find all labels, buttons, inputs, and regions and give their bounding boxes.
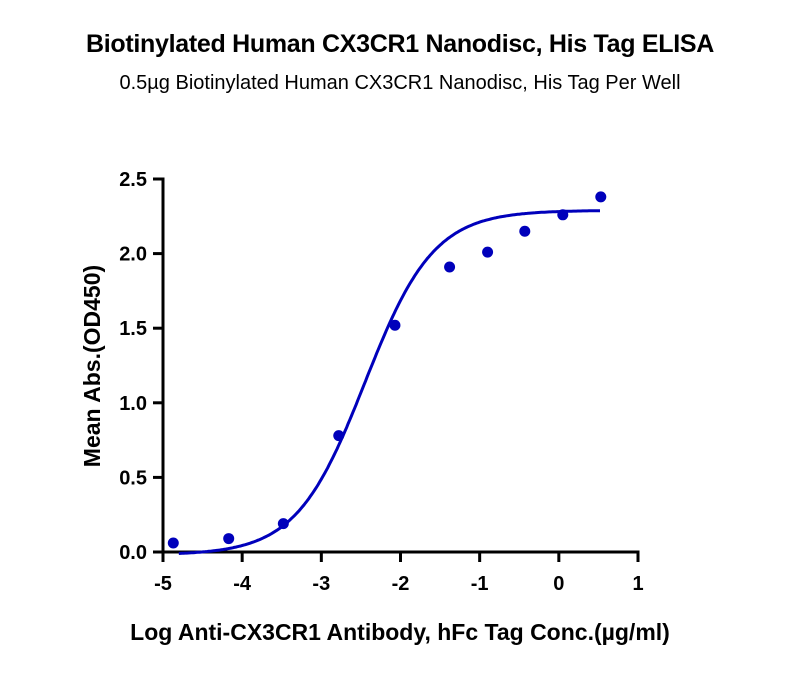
data-point <box>333 430 345 442</box>
x-axis-label: Log Anti-CX3CR1 Antibody, hFc Tag Conc.(… <box>130 619 670 645</box>
x-tick-label: -2 <box>392 573 410 595</box>
data-point <box>595 191 607 203</box>
axes: 0.0 0.5 1.0 1.5 2.0 2.5 -5 -4 -3 -2 -1 0 1 <box>119 169 643 595</box>
fit-curve <box>178 209 600 555</box>
x-tick-label: -3 <box>312 573 330 595</box>
data-point <box>277 518 289 530</box>
y-tick-label: 2.0 <box>119 244 147 266</box>
data-point <box>557 209 569 221</box>
y-tick-label: 1.0 <box>119 393 147 415</box>
x-tick-label: 0 <box>553 573 564 595</box>
x-tick-label: -5 <box>154 573 172 595</box>
data-point <box>389 319 401 331</box>
chart-title: Biotinylated Human CX3CR1 Nanodisc, His … <box>85 30 714 58</box>
y-tick-label: 0.0 <box>119 542 147 564</box>
data-point <box>167 537 179 549</box>
y-tick-label: 2.5 <box>119 169 147 191</box>
x-tick-label: -4 <box>233 573 252 595</box>
data-point <box>444 261 456 273</box>
data-point <box>519 225 531 237</box>
y-tick-label: 1.5 <box>119 318 147 340</box>
data-point <box>223 533 235 545</box>
chart-subtitle: 0.5µg Biotinylated Human CX3CR1 Nanodisc… <box>119 72 681 94</box>
x-tick-label: -1 <box>471 573 489 595</box>
y-tick-label: 0.5 <box>119 467 147 489</box>
x-tick-label: 1 <box>632 573 643 595</box>
y-axis-label: Mean Abs.(OD450) <box>79 265 105 467</box>
data-points <box>167 191 607 549</box>
data-point <box>482 246 494 258</box>
